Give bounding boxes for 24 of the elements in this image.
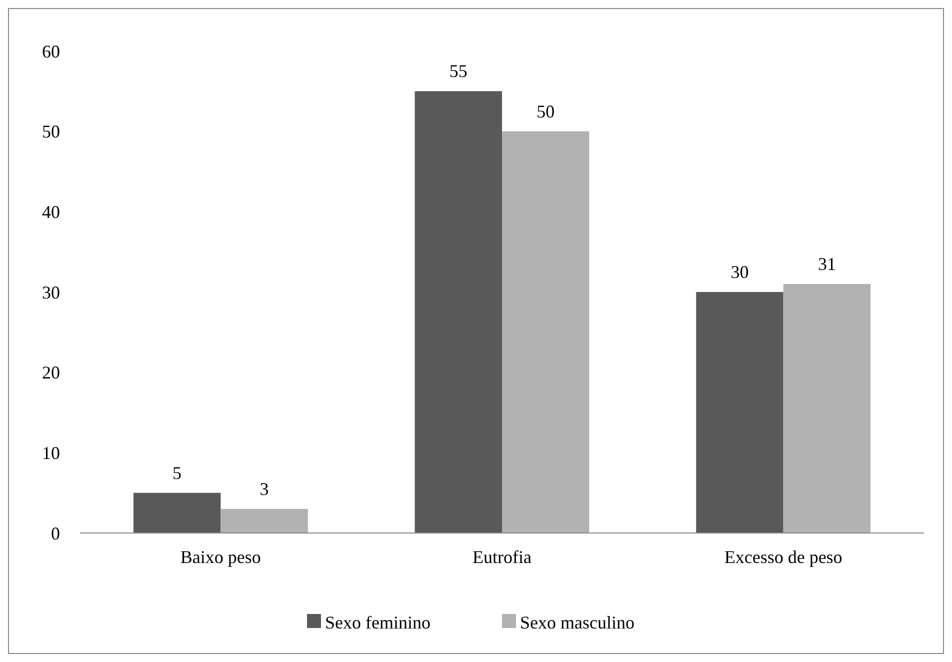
y-tick-label: 60	[42, 41, 60, 62]
y-tick-label: 30	[42, 282, 60, 302]
legend-label: Sexo feminino	[325, 612, 430, 632]
bar	[133, 492, 221, 533]
bar	[414, 91, 502, 533]
data-label: 55	[449, 61, 468, 82]
y-tick-label: 40	[42, 202, 60, 222]
data-label: 31	[818, 254, 836, 274]
y-tick-label: 20	[42, 362, 60, 383]
data-label: 5	[172, 462, 182, 483]
x-tick-label: Excesso de peso	[724, 547, 842, 567]
y-tick-label: 50	[42, 122, 60, 142]
data-label: 50	[536, 101, 555, 122]
y-tick-label: 0	[51, 523, 60, 544]
bar	[783, 284, 871, 533]
bar	[502, 131, 590, 533]
data-label: 30	[730, 262, 749, 282]
bar	[696, 292, 784, 533]
x-tick-label: Baixo peso	[180, 547, 261, 567]
data-label: 3	[260, 478, 269, 499]
x-tick-label: Eutrofia	[472, 547, 532, 567]
y-tick-label: 10	[42, 442, 60, 463]
legend-label: Sexo masculino	[520, 612, 634, 632]
bar	[220, 508, 308, 533]
